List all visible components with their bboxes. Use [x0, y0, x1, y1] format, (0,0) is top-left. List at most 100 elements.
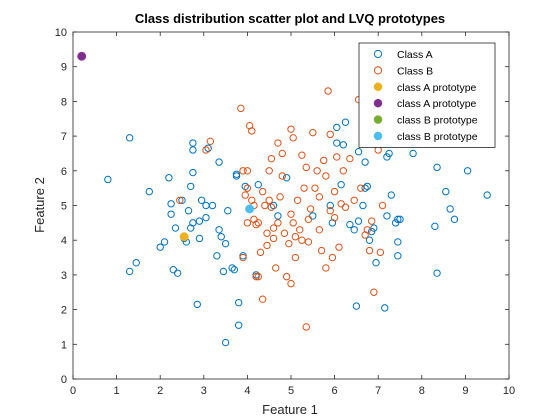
- data-point-series-0: [189, 219, 197, 227]
- data-point-series-1: [298, 236, 306, 244]
- data-point-series-1: [317, 246, 326, 255]
- legend-marker: [373, 115, 383, 124]
- data-point-series-0: [204, 144, 212, 152]
- data-point-series-0: [167, 200, 175, 208]
- data-point-series-0: [234, 321, 243, 329]
- data-point-series-1: [304, 215, 313, 224]
- data-point-series-0: [228, 264, 236, 272]
- chart-title: Class distribution scatter plot and LVQ …: [135, 11, 445, 26]
- x-tick-label: 10: [503, 385, 515, 397]
- data-point-series-0: [274, 212, 282, 220]
- data-point-series-1: [202, 146, 210, 154]
- y-tick-label: 5: [61, 201, 67, 213]
- data-point-series-1: [309, 128, 317, 137]
- legend-box: [358, 42, 496, 148]
- data-point-series-0: [370, 224, 378, 232]
- data-point-series-1: [304, 238, 313, 246]
- data-point-series-1: [274, 139, 282, 147]
- data-point-series-1: [320, 156, 328, 165]
- legend-marker: [373, 82, 383, 92]
- data-points: [77, 51, 491, 347]
- data-point-series-0: [442, 187, 450, 196]
- data-point-series-0: [352, 302, 361, 310]
- data-point-series-0: [339, 141, 348, 149]
- y-tick-label: 6: [61, 166, 67, 178]
- data-point-series-1: [243, 219, 252, 227]
- data-point-series-1: [376, 248, 385, 257]
- data-point-series-0: [394, 215, 402, 224]
- data-point-series-0: [341, 118, 350, 126]
- data-point-series-1: [241, 191, 249, 199]
- legend-entry-label: class B prototype: [397, 115, 478, 127]
- data-point-series-1: [337, 200, 345, 208]
- data-point-series-0: [189, 139, 197, 147]
- data-point-series-1: [243, 184, 252, 192]
- data-point-series-1: [272, 264, 280, 272]
- y-tick-label: 8: [61, 96, 67, 108]
- data-point-series-1: [302, 163, 310, 172]
- axis-ticks: 0 1 2 3 4 5 6 7 8 9 10 0 1 2 3 4 5 6 7 8 9 10: [55, 27, 515, 397]
- data-point-series-1: [206, 137, 215, 146]
- data-point-series-1: [176, 196, 184, 204]
- y-axis-title: Feature 2: [32, 177, 47, 233]
- data-point-series-0: [387, 191, 395, 199]
- data-point-series-0: [394, 252, 402, 260]
- data-point-series-0: [208, 201, 217, 210]
- y-tick-label: 10: [55, 27, 67, 39]
- data-point-series-1: [367, 217, 376, 225]
- y-tick-label: 0: [61, 374, 67, 386]
- data-point-series-0: [365, 236, 374, 244]
- data-point-series-0: [160, 238, 169, 246]
- data-point-series-0: [195, 234, 204, 243]
- legend-entry-label: class A prototype: [397, 82, 477, 94]
- data-point-series-0: [463, 167, 472, 175]
- data-point-series-1: [287, 210, 295, 218]
- data-point-series-0: [337, 180, 345, 189]
- x-tick-label: 6: [332, 385, 338, 397]
- data-point-series-1: [258, 295, 267, 303]
- data-point-series-1: [289, 134, 297, 142]
- data-point-series-0: [354, 148, 363, 156]
- data-point-series-1: [341, 203, 350, 211]
- data-point-series-0: [450, 215, 459, 224]
- data-point-series-0: [169, 265, 177, 274]
- y-tick-label: 4: [61, 235, 67, 247]
- prototype-point: [245, 204, 255, 214]
- data-point-series-0: [385, 149, 393, 158]
- data-point-series-0: [132, 259, 140, 267]
- data-point-series-1: [293, 196, 302, 204]
- data-point-series-1: [365, 246, 374, 255]
- x-axis-title: Feature 1: [262, 402, 318, 417]
- data-point-series-1: [263, 241, 271, 250]
- y-tick-label: 3: [61, 270, 67, 282]
- data-point-series-0: [394, 238, 402, 246]
- x-tick-label: 1: [114, 385, 120, 397]
- data-point-series-1: [333, 153, 341, 161]
- data-point-series-1: [339, 167, 348, 175]
- data-point-series-1: [278, 149, 286, 158]
- data-point-series-0: [350, 226, 358, 234]
- data-point-series-1: [280, 229, 289, 237]
- data-point-series-0: [189, 168, 197, 177]
- legend: Class A Class B class A prototype class A p…: [358, 42, 496, 148]
- data-point-series-1: [311, 184, 319, 192]
- data-point-series-1: [269, 234, 278, 243]
- data-point-series-1: [237, 104, 245, 113]
- data-point-series-0: [346, 220, 354, 229]
- data-point-series-1: [326, 130, 334, 139]
- data-point-series-1: [239, 253, 247, 262]
- data-point-series-0: [282, 174, 291, 182]
- x-tick-label: 0: [70, 385, 76, 397]
- data-point-series-0: [221, 239, 230, 248]
- data-point-series-0: [215, 226, 223, 234]
- data-point-series-1: [265, 196, 273, 204]
- data-point-series-0: [193, 300, 201, 309]
- data-point-series-1: [291, 253, 300, 262]
- data-point-series-0: [178, 196, 186, 204]
- data-point-series-1: [243, 167, 252, 175]
- data-point-series-1: [252, 272, 260, 281]
- data-point-series-1: [269, 224, 278, 232]
- data-point-series-1: [328, 253, 337, 262]
- data-point-series-0: [195, 217, 204, 225]
- data-point-series-1: [378, 201, 387, 210]
